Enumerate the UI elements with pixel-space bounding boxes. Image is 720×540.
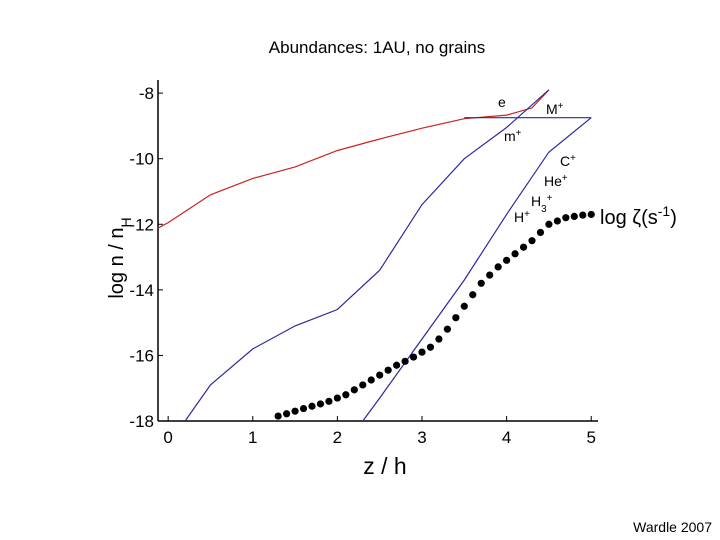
data-dot <box>409 353 418 361</box>
data-dot <box>367 376 375 384</box>
data-dot <box>342 391 350 399</box>
annotation-part: log ζ(s <box>600 207 658 229</box>
data-dot <box>511 250 519 258</box>
y-axis-label: log n / nH <box>106 217 134 298</box>
annotation-part: He <box>544 173 562 189</box>
y-tick-label: -14 <box>129 281 154 300</box>
data-dot <box>477 279 485 287</box>
data-dot <box>325 397 333 405</box>
annotation-part: M <box>546 101 558 117</box>
y-tick-label: -16 <box>129 346 154 365</box>
annotation: H+ <box>514 209 530 226</box>
annotation-part: e <box>498 94 506 110</box>
data-dot <box>376 371 384 379</box>
annotation-part: m <box>504 128 516 144</box>
annotation-part: + <box>524 209 530 220</box>
annotation: log ζ(s-1) <box>600 203 677 229</box>
annotation-part: C <box>560 153 570 169</box>
annotation: He+ <box>544 173 568 190</box>
data-dot <box>350 386 358 394</box>
data-dot <box>545 220 553 228</box>
data-dot <box>562 214 570 222</box>
annotation-part: + <box>562 173 568 184</box>
annotation: m+ <box>504 128 522 145</box>
x-tick-label: 2 <box>333 428 342 447</box>
series-line <box>362 117 592 422</box>
data-dot <box>384 366 392 374</box>
data-dot <box>393 361 401 369</box>
data-dot <box>274 412 282 420</box>
data-dot <box>308 402 316 410</box>
x-tick-label: 3 <box>417 428 426 447</box>
y-tick-label: -12 <box>129 215 154 234</box>
annotation-part: 3 <box>541 204 547 215</box>
y-axis-label-part: H <box>118 217 134 227</box>
data-dot <box>486 271 494 279</box>
x-axis-label: z / h <box>363 453 406 479</box>
annotation: C+ <box>560 153 576 170</box>
data-dot <box>435 335 443 343</box>
footer: Wardle 2007 <box>633 519 712 535</box>
data-dot <box>316 400 325 408</box>
data-dot <box>494 263 502 271</box>
x-tick-label: 4 <box>502 428 511 447</box>
annotation-part: + <box>558 101 564 112</box>
annotation-part: ) <box>670 207 677 229</box>
data-dot <box>579 211 587 219</box>
data-dot <box>333 394 341 402</box>
data-dot <box>528 237 536 245</box>
x-tick-label: 0 <box>163 428 172 447</box>
data-dot <box>553 217 561 225</box>
data-dot <box>503 256 511 264</box>
data-dot <box>291 407 299 415</box>
data-dot <box>426 343 435 351</box>
data-dot <box>460 302 468 310</box>
annotation-part: + <box>516 128 522 139</box>
data-dot <box>299 404 308 413</box>
data-dot <box>418 348 426 356</box>
y-axis-label-part: log n / n <box>106 227 128 298</box>
annotation-part: H <box>531 193 541 209</box>
x-tick-label: 1 <box>248 428 257 447</box>
y-tick-label: -8 <box>139 84 154 103</box>
y-tick-label: -10 <box>129 150 154 169</box>
data-dot <box>452 314 460 322</box>
annotation-part: -1 <box>658 203 671 219</box>
data-dot <box>587 210 595 219</box>
data-dot <box>401 357 409 365</box>
annotation: M+ <box>546 101 564 118</box>
data-dot <box>443 325 451 333</box>
annotation: e <box>498 94 506 110</box>
data-dot <box>359 381 367 389</box>
data-dot <box>536 228 545 237</box>
data-dot <box>469 291 477 299</box>
annotation-part: + <box>547 193 553 204</box>
annotation: H3+ <box>531 193 553 215</box>
data-dot <box>570 212 578 220</box>
series-line <box>184 89 550 422</box>
data-dot <box>519 243 528 251</box>
annotation-part: + <box>570 153 576 164</box>
data-dot <box>283 410 291 418</box>
series-line <box>157 89 550 229</box>
chart-title: Abundances: 1AU, no grains <box>269 38 485 57</box>
x-tick-label: 5 <box>586 428 595 447</box>
y-tick-label: -18 <box>129 412 154 431</box>
annotation-part: H <box>514 209 524 225</box>
